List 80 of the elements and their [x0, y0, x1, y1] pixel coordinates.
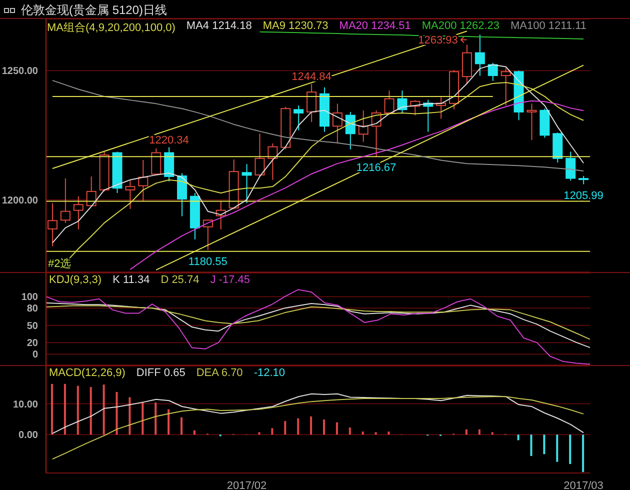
- bar: [168, 409, 170, 435]
- text: MA20 1234.51: [339, 20, 411, 34]
- bar: [465, 429, 468, 435]
- candlestick: [474, 34, 485, 76]
- legend-title: KDJ(9,3,3): [49, 274, 102, 286]
- candlestick: [60, 178, 70, 224]
- y-tick-label: 50: [26, 320, 38, 332]
- candlestick: [526, 103, 537, 141]
- text: MA9 1230.73: [262, 20, 328, 34]
- annotation: 1220.34: [149, 134, 189, 147]
- bar: [297, 418, 300, 435]
- bar: [491, 432, 494, 435]
- bar: [569, 434, 572, 464]
- bar: [154, 402, 157, 435]
- bar: [388, 432, 390, 435]
- bar: [323, 420, 325, 435]
- y-tick-label: 20: [26, 338, 38, 350]
- bar: [271, 428, 274, 435]
- bar: [142, 402, 144, 435]
- bar: [102, 384, 105, 435]
- candlestick: [320, 86, 330, 132]
- bar: [362, 432, 364, 435]
- candlestick: [138, 159, 148, 202]
- candlestick: [190, 192, 200, 240]
- bar: [374, 432, 377, 435]
- bar: [543, 434, 546, 454]
- text: MA4 1214.18: [186, 20, 252, 34]
- y-tick-label: 80: [26, 304, 38, 315]
- text: D 25.74: [160, 274, 200, 286]
- line-series: [52, 393, 584, 434]
- text: DEA 6.70: [196, 367, 243, 379]
- bar: [128, 397, 131, 435]
- candlestick: [125, 180, 136, 210]
- y-tick-label: 1200.00: [2, 195, 38, 206]
- candlestick: [242, 164, 252, 204]
- bar: [193, 430, 196, 435]
- bar: [310, 416, 312, 435]
- text: MA100 1211.11: [510, 20, 587, 34]
- y-tick-label: 0: [32, 350, 38, 361]
- line-series: [52, 396, 584, 460]
- text: DIFF 0.65: [136, 367, 186, 379]
- line-series: [46, 305, 590, 340]
- bar: [258, 432, 260, 435]
- bar: [582, 434, 584, 472]
- legend-title: MACD(12,26,9): [49, 367, 126, 379]
- candlestick: [358, 110, 368, 142]
- y-tick-label: 10.00: [12, 399, 38, 410]
- bar: [116, 392, 118, 435]
- bar: [530, 434, 532, 456]
- line-series: [46, 302, 590, 348]
- y-tick-label: 100: [21, 292, 38, 304]
- line-series: [46, 289, 590, 365]
- annotation: 1205.99: [564, 190, 604, 202]
- x-tick-label: 2017/03: [564, 480, 604, 490]
- candlestick: [48, 202, 58, 247]
- bar: [348, 428, 351, 435]
- candlestick: [177, 172, 188, 217]
- bar: [64, 384, 66, 435]
- bar: [76, 386, 79, 435]
- chart-title: 伦敦金现(贵金属 5120)日线: [21, 2, 168, 19]
- candlestick: [306, 83, 317, 123]
- series-label: K 11.34: [112, 274, 150, 286]
- annotation: #2选: [48, 257, 72, 270]
- bar: [284, 421, 286, 435]
- bar: [478, 429, 480, 435]
- x-tick-label: 2017/02: [226, 480, 267, 490]
- bar: [90, 387, 92, 435]
- text: J -17.45: [210, 274, 250, 286]
- bar: [51, 384, 53, 435]
- legend-title: MA组合(4,9,20,200,100,0): [47, 21, 176, 35]
- text: -12.10: [254, 367, 286, 379]
- bar: [336, 422, 338, 435]
- bar: [517, 434, 520, 440]
- annotation: 1180.55: [188, 256, 228, 268]
- y-tick-label: 1250.00: [2, 66, 38, 78]
- bar: [180, 417, 183, 435]
- series-label: MA200 1262.23: [422, 20, 500, 34]
- y-tick-label: 0.00: [18, 430, 38, 442]
- bar: [556, 434, 558, 462]
- candlestick: [332, 103, 342, 144]
